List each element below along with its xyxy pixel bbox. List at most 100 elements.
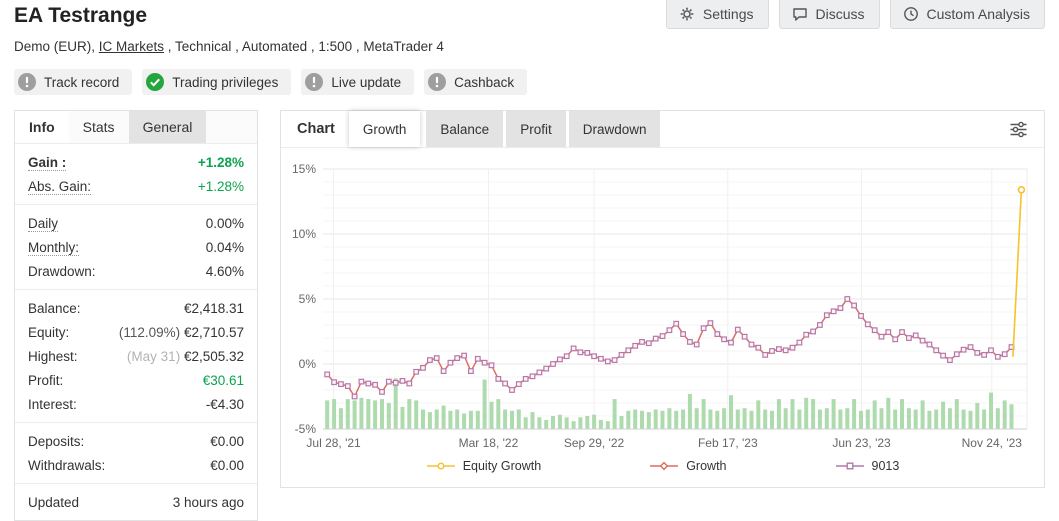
page-title: EA Testrange	[14, 4, 148, 27]
chart-panel: Chart Growth Balance Profit Drawdown 15% 10%…	[280, 110, 1045, 488]
x-axis-labels: Jul 28, '21 Mar 18, '22 Sep 29, '22 Feb 17,…	[306, 436, 1022, 450]
badge-track-record[interactable]: Track record	[14, 69, 133, 95]
gear-icon	[679, 6, 695, 22]
badge-cashback[interactable]: Cashback	[424, 69, 528, 95]
stat-row-equity: Equity: (112.09%) €2,710.57	[15, 320, 257, 344]
badge-label: Trading privileges	[172, 74, 279, 90]
chart-tab-growth[interactable]: Growth	[348, 111, 421, 147]
legend-marker-equity-growth	[426, 462, 455, 470]
stat-label-profit: Profit:	[28, 372, 64, 388]
chart-tab-balance[interactable]: Balance	[426, 111, 504, 147]
clock-icon	[903, 6, 919, 22]
account-details-text: , Technical , Automated , 1:500 , MetaTr…	[164, 39, 444, 54]
settings-button[interactable]: Settings	[665, 0, 769, 29]
stat-label-balance: Balance:	[28, 300, 81, 316]
stat-row-abs-gain: Abs. Gain: +1.28%	[15, 174, 257, 198]
stats-list: Gain : +1.28% Abs. Gain: +1.28% Daily 0.00% Mo…	[15, 144, 257, 520]
custom-analysis-button[interactable]: Custom Analysis	[889, 0, 1045, 29]
stat-row-highest: Highest: (May 31) €2,505.32	[15, 344, 257, 368]
chart-tab-profit[interactable]: Profit	[506, 111, 566, 147]
stat-group: Deposits: €0.00 Withdrawals: €0.00	[15, 422, 257, 483]
chart-tab-drawdown[interactable]: Drawdown	[568, 111, 661, 147]
bars-series	[325, 378, 1014, 429]
stat-group: Balance: €2,418.31 Equity: (112.09%) €2,710…	[15, 289, 257, 422]
legend-label: Growth	[686, 459, 727, 473]
info-panel-tabs: Info Stats General	[15, 111, 257, 144]
badge-live-update[interactable]: Live update	[301, 69, 415, 95]
y-axis-label: -5%	[295, 422, 317, 436]
header-actions: Settings Discuss Custom Analysis	[665, 0, 1045, 29]
stat-row-monthly: Monthly: 0.04%	[15, 235, 257, 259]
stat-label-drawdown: Drawdown:	[28, 263, 96, 279]
stat-label-highest: Highest:	[28, 348, 78, 364]
x-axis-label: Feb 17, '23	[698, 436, 758, 450]
account-subtitle: Demo (EUR), IC Markets , Technical , Aut…	[14, 39, 1045, 54]
major-gridlines	[323, 168, 1027, 365]
badge-label: Cashback	[454, 74, 515, 90]
speech-bubble-icon	[792, 6, 808, 22]
badge-label: Live update	[331, 74, 402, 90]
y-axis-labels: 15% 10% 5% 0% -5%	[292, 162, 316, 436]
page-header: EA Testrange Settings Discuss Custom Analy…	[0, 0, 1059, 95]
legend-item-growth[interactable]: Growth	[649, 459, 727, 473]
legend-marker-growth	[650, 461, 679, 471]
growth-chart-svg: 15% 10% 5% 0% -5%Jul 28, '21 Mar 18, '22 Sep 2…	[292, 162, 1028, 450]
stat-row-updated: Updated 3 hours ago	[15, 490, 257, 514]
exclamation-icon	[18, 73, 36, 91]
stat-value-withdrawals: €0.00	[210, 457, 244, 473]
series-9013-markers	[324, 296, 1015, 400]
tab-general[interactable]: General	[128, 111, 207, 143]
x-axis-label: Jul 28, '21	[306, 436, 361, 450]
stat-value-gain: +1.28%	[197, 154, 244, 170]
stat-row-withdrawals: Withdrawals: €0.00	[15, 453, 257, 477]
y-axis-label: 0%	[299, 357, 317, 371]
stat-value-daily: 0.00%	[205, 215, 244, 231]
legend-item-equity-growth[interactable]: Equity Growth	[426, 459, 542, 473]
stat-row-profit: Profit: €30.61	[15, 368, 257, 392]
stat-value-profit: €30.61	[202, 372, 244, 388]
equity-growth-marker	[1017, 185, 1026, 194]
legend-label: 9013	[871, 459, 900, 473]
growth-line	[326, 297, 1013, 399]
stat-label-monthly[interactable]: Monthly:	[28, 239, 80, 256]
stat-value-balance: €2,418.31	[183, 300, 244, 316]
vertical-gridlines	[333, 169, 1028, 429]
chart-legend: Equity Growth Growth 9013	[281, 459, 1044, 473]
stat-value-interest: -€4.30	[205, 396, 244, 412]
stat-row-deposits: Deposits: €0.00	[15, 429, 257, 453]
stat-label-withdrawals: Withdrawals:	[28, 457, 106, 473]
stat-value-updated: 3 hours ago	[172, 494, 244, 510]
stat-row-drawdown: Drawdown: 4.60%	[15, 259, 257, 283]
tab-stats[interactable]: Stats	[82, 119, 115, 135]
stat-label-abs-gain[interactable]: Abs. Gain:	[28, 178, 92, 195]
stat-label-daily[interactable]: Daily	[28, 215, 59, 232]
stat-value-drawdown: 4.60%	[205, 263, 244, 279]
legend-label: Equity Growth	[462, 459, 542, 473]
stat-label-interest: Interest:	[28, 396, 77, 412]
discuss-button[interactable]: Discuss	[778, 0, 880, 29]
growth-chart: 15% 10% 5% 0% -5% Jul 28, '21 Mar 18, '22 Sep 2…	[281, 148, 1044, 458]
stat-value-equity: (112.09%) €2,710.57	[118, 324, 244, 340]
chart-filter-button[interactable]	[993, 111, 1044, 147]
main-content: Info Stats General Gain : +1.28% Abs. Gain: +…	[0, 110, 1059, 521]
stat-value-monthly: 0.04%	[205, 239, 244, 255]
chart-panel-header: Chart Growth Balance Profit Drawdown	[281, 111, 1044, 148]
exclamation-icon	[428, 73, 447, 91]
badge-trading-privileges[interactable]: Trading privileges	[142, 69, 292, 95]
equity-growth-line	[1012, 189, 1023, 357]
stat-group: Daily 0.00% Monthly: 0.04% Drawdown: 4.60%	[15, 204, 257, 289]
stat-row-daily: Daily 0.00%	[15, 211, 257, 235]
account-type-text: Demo (EUR),	[14, 39, 99, 54]
stat-label-equity: Equity:	[28, 324, 70, 340]
stat-label-gain[interactable]: Gain :	[28, 154, 67, 171]
stat-label-deposits: Deposits:	[28, 433, 85, 449]
x-axis-label: Nov 24, '23	[962, 436, 1023, 450]
tab-info[interactable]: Info	[15, 111, 69, 143]
broker-link[interactable]: IC Markets	[98, 39, 165, 54]
stat-row-gain: Gain : +1.28%	[15, 150, 257, 174]
stat-label-updated: Updated	[28, 494, 80, 510]
y-axis-label: 5%	[299, 292, 317, 306]
stat-row-interest: Interest: -€4.30	[15, 392, 257, 416]
legend-item-9013[interactable]: 9013	[835, 459, 900, 473]
